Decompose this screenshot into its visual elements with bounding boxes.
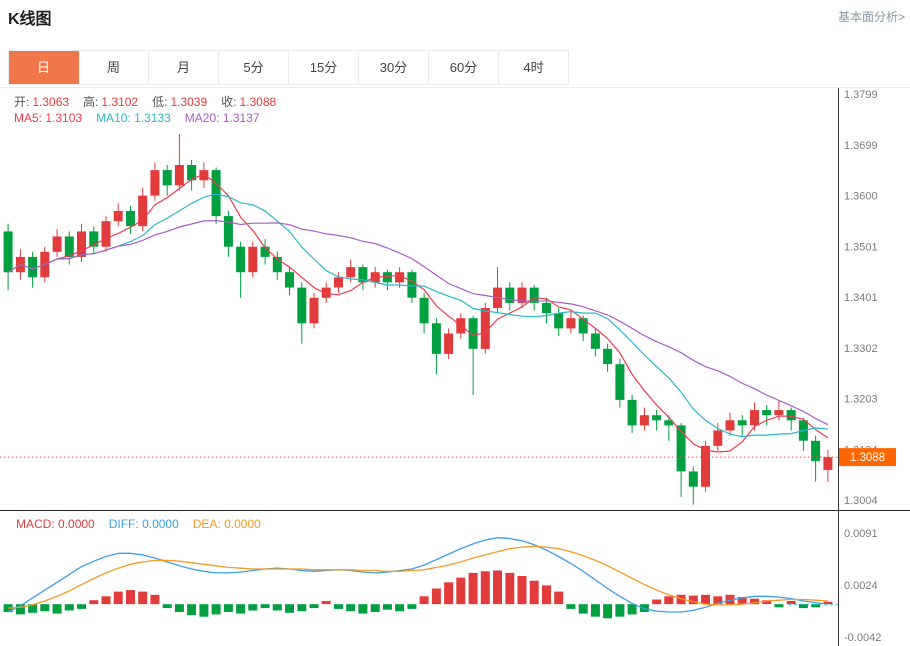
tab-week[interactable]: 周 xyxy=(79,51,149,84)
fundamental-analysis-link[interactable]: 基本面分析> xyxy=(837,10,905,24)
ohlc-high: 高: 1.3102 xyxy=(83,95,139,109)
macd-legend: MACD: 0.0000 DIFF: 0.0000 DEA: 0.0000 xyxy=(16,517,261,531)
svg-text:1.3600: 1.3600 xyxy=(844,191,878,203)
tab-day[interactable]: 日 xyxy=(9,51,79,84)
ma20-legend: MA20: 1.3137 xyxy=(184,111,260,125)
svg-text:1.3401: 1.3401 xyxy=(844,292,878,304)
macd-indicator-chart[interactable]: 0.0091 0.0024 -0.0042 xyxy=(0,511,910,646)
svg-text:1.3699: 1.3699 xyxy=(844,140,878,152)
ma-legend: MA5: 1.3103 MA10: 1.3133 MA20: 1.3137 xyxy=(14,111,260,125)
diff-value: DIFF: 0.0000 xyxy=(108,517,179,531)
svg-text:-0.0042: -0.0042 xyxy=(844,632,881,644)
tab-month[interactable]: 月 xyxy=(149,51,219,84)
svg-text:1.3004: 1.3004 xyxy=(844,495,878,507)
tab-15min[interactable]: 15分 xyxy=(289,51,359,84)
svg-text:1.3088: 1.3088 xyxy=(850,452,885,464)
svg-text:1.3799: 1.3799 xyxy=(844,89,878,101)
svg-text:0.0024: 0.0024 xyxy=(844,580,878,592)
ohlc-close: 收: 1.3088 xyxy=(221,95,277,109)
ma5-legend: MA5: 1.3103 xyxy=(14,111,83,125)
tab-60min[interactable]: 60分 xyxy=(429,51,499,84)
ohlc-legend: 开: 1.3063 高: 1.3102 低: 1.3039 收: 1.3088 xyxy=(14,93,276,110)
page-title: K线图 xyxy=(8,11,52,28)
tab-4hour[interactable]: 4时 xyxy=(499,51,569,84)
svg-text:1.3302: 1.3302 xyxy=(844,343,878,355)
svg-text:1.3501: 1.3501 xyxy=(844,241,878,253)
ohlc-low: 低: 1.3039 xyxy=(152,95,208,109)
panel-divider xyxy=(0,510,910,511)
main-candlestick-chart[interactable]: 1.3799 1.3699 1.3600 1.3501 1.3401 1.3302 1.32… xyxy=(0,88,910,510)
dea-value: DEA: 0.0000 xyxy=(192,517,261,531)
tab-30min[interactable]: 30分 xyxy=(359,51,429,84)
timeframe-tabbar: 日 周 月 5分 15分 30分 60分 4时 xyxy=(8,50,569,85)
ma10-legend: MA10: 1.3133 xyxy=(96,111,171,125)
svg-text:1.3203: 1.3203 xyxy=(844,394,878,406)
ohlc-open: 开: 1.3063 xyxy=(14,95,70,109)
macd-value: MACD: 0.0000 xyxy=(16,517,95,531)
svg-text:0.0091: 0.0091 xyxy=(844,528,878,540)
chart-top-border xyxy=(0,87,910,88)
tab-5min[interactable]: 5分 xyxy=(219,51,289,84)
